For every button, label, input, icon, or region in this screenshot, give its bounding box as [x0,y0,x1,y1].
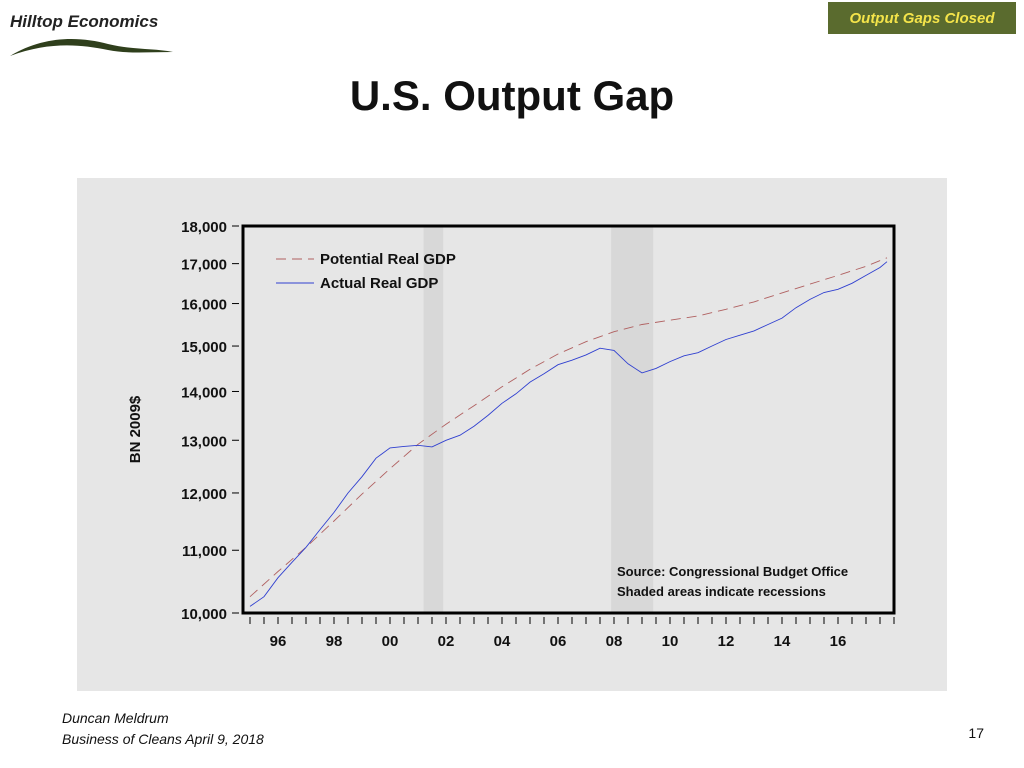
series-actual-line [249,261,888,607]
section-tag: Output Gaps Closed [828,2,1016,34]
hill-logo-icon [10,39,173,56]
x-tick-label: 04 [494,633,511,650]
slide-title: U.S. Output Gap [349,72,675,119]
chart-panel [77,178,947,691]
chart-annotation: Source: Congressional Budget Office [617,564,848,579]
footer-left: Duncan Meldrum Business of Cleans April … [62,708,264,750]
plot-frame [241,224,896,615]
y-tick-label: 15,000 [181,339,227,356]
y-tick-label: 18,000 [181,219,227,236]
recession-band-0 [423,226,444,613]
series-potential-line [249,257,888,598]
y-tick-label: 13,000 [181,433,227,450]
y-tick-label: 16,000 [181,297,227,314]
y-tick-label: 12,000 [181,486,227,503]
x-tick-label: 96 [270,633,287,650]
footer-event: Business of Cleans April 9, 2018 [62,731,264,747]
output-gap-chart: 10,000 11,000 12,000 13,000 14,000 15,000 16,0… [127,219,896,650]
x-tick-label: 98 [326,633,343,650]
x-tick-label: 00 [382,633,399,650]
y-axis-label: BN 2009$ [127,395,144,463]
x-tick-label: 10 [662,633,679,650]
legend-label-actual: Actual Real GDP [320,275,438,292]
x-tick-label: 12 [718,633,735,650]
legend-label-potential: Potential Real GDP [320,251,456,268]
page-number: 17 [968,725,984,741]
x-tick-label: 02 [438,633,455,650]
x-tick-label: 06 [550,633,567,650]
chart-annotation: Shaded areas indicate recessions [617,584,826,599]
x-tick-label: 14 [774,633,791,650]
x-tick-label: 08 [606,633,623,650]
logo-text: Hilltop Economics [10,12,159,31]
logo: Hilltop Economics [8,10,178,60]
y-tick-label: 11,000 [182,543,227,560]
y-tick-label: 14,000 [181,384,227,401]
y-tick-label: 10,000 [181,606,227,623]
y-tick-label: 17,000 [181,257,227,274]
recession-band-1 [611,226,654,613]
x-tick-label: 16 [830,633,847,650]
footer-author: Duncan Meldrum [62,710,169,726]
